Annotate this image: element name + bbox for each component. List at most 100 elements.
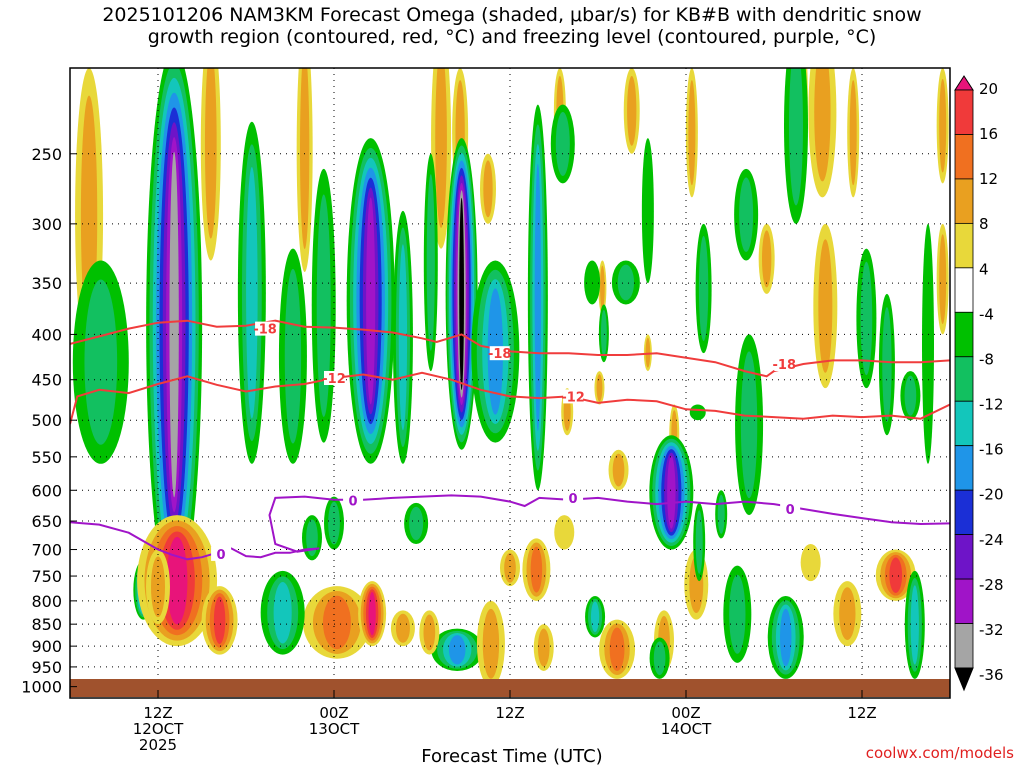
contour-label-bg [211,546,232,561]
omega-cell [814,68,831,182]
colorbar-swatch [954,134,974,180]
omega-cell [435,68,447,228]
omega-cell [316,194,331,417]
contour-label: -18 [253,323,277,338]
omega-cell [213,596,226,645]
omega-cell [740,351,758,499]
colorbar-swatch [954,534,974,580]
omega-cell [504,552,516,583]
contour-label: -12 [561,390,585,405]
omega-cell [366,197,376,405]
colorbar-label: 12 [979,170,998,188]
chart-title-line2: growth region (contoured, red, °C) and f… [147,26,877,48]
omega-cell [860,261,873,376]
omega-cell [789,68,803,206]
y-tick-label: 900 [31,637,62,656]
colorbar-label: -32 [979,621,1004,639]
contour-label-bg [563,490,584,505]
colorbar-top-arrow [954,75,974,91]
colorbar-swatch [954,445,974,491]
omega-shading [72,68,949,687]
omega-cell [590,601,600,633]
omega-cell [600,265,605,310]
colorbar-label: -20 [979,486,1004,504]
colorbar-label: -28 [979,576,1004,594]
omega-cell [483,160,493,218]
contour-label: -12 [322,372,346,387]
x-tick-label: 12Z [143,704,172,722]
x-axis-title: Forecast Time (UTC) [421,746,603,767]
y-tick-label: 1000 [21,678,62,697]
y-tick-label: 350 [31,274,62,293]
omega-cell [368,591,376,636]
y-tick-label: 800 [31,592,62,611]
omega-cell [780,608,792,667]
omega-cell [717,494,725,534]
colorbar-swatch [954,311,974,358]
omega-cell [409,506,424,541]
colorbar-label: 4 [979,260,989,278]
omega-cell [641,138,654,284]
omega-cell [534,163,542,432]
colorbar-swatch [954,400,974,447]
colorbar-bottom-arrow [954,667,974,692]
omega-cell [698,235,709,342]
colorbar-swatch [954,89,974,135]
omega-cell [739,177,754,252]
omega-cell [84,279,118,445]
omega-cell [688,80,696,186]
y-tick-label: 650 [31,512,62,531]
chart-title: 2025101206 NAM3KM Forecast Omega (shaded… [0,4,1024,48]
omega-cell [653,641,666,675]
contour-labels: -18 -18 -18 -12 -12 0 0 0 0 [211,321,801,563]
x-tick-label: 13OCT [309,720,360,738]
y-tick-label: 450 [31,371,62,390]
omega-cell [328,501,340,545]
contour-label: 0 [569,492,578,507]
omega-cell [169,151,179,498]
omega-cell [398,244,408,431]
chart-title-line1: 2025101206 NAM3KM Forecast Omega (shaded… [102,4,922,26]
omega-cell [459,197,464,391]
omega-cell [273,581,292,644]
omega-cell [839,587,856,641]
colorbar: 20 16 12 8 4 -4 -8 -12 -16 -20 -24 -28 -32 -36 [954,75,1004,692]
y-tick-label: 700 [31,541,62,560]
omega-cell [695,510,703,574]
omega-cell [889,557,903,593]
contour-label-bg [343,493,364,508]
omega-cell [800,544,821,582]
x-tick-label: 14OCT [661,720,712,738]
y-tick-label: 750 [31,567,62,586]
contour-label-bg [780,502,801,517]
colorbar-swatch [954,578,974,624]
colorbar-swatch [954,623,974,669]
contour-label: 0 [217,548,226,563]
omega-cell [910,585,919,665]
omega-cell [729,574,746,654]
x-tick-label: 12Z [495,704,524,722]
ground-terrain [70,679,950,697]
omega-cell [667,456,676,529]
contour-label-bg [489,346,510,361]
colorbar-label: -16 [979,441,1004,459]
omega-cell [617,264,635,301]
colorbar-label: 8 [979,215,989,233]
omega-cell [448,635,466,665]
x-tick-label: 00Z [671,704,700,722]
omega-cell [300,68,310,250]
omega-cell [882,307,892,423]
colorbar-label: 16 [979,125,998,143]
x-tick-label: 00Z [319,704,348,722]
omega-cell [284,268,302,444]
omega-cell [306,519,318,557]
contour-label: -18 [773,358,797,373]
contour-label: -18 [488,347,512,362]
x-tick-label: 12Z [847,704,876,722]
omega-cell [600,309,607,357]
omega-cell [554,515,575,550]
omega-cell [426,174,435,351]
x-tick-label: 2025 [139,736,177,754]
